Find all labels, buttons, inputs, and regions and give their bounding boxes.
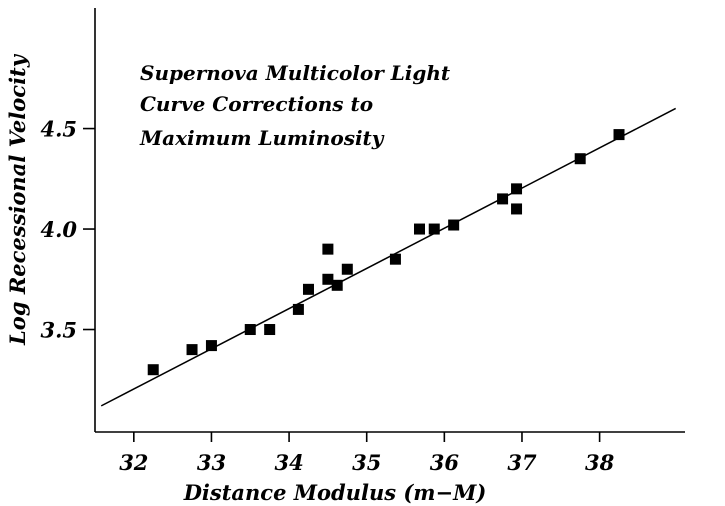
x-tick-label: 34 (274, 450, 303, 475)
data-point (613, 129, 625, 141)
annotation-line-2: Curve Corrections to (140, 92, 373, 116)
data-point (322, 273, 334, 285)
y-axis-ticks: 3.5 4.0 4.5 (40, 117, 95, 343)
annotation-line-3: Maximum Luminosity (139, 126, 385, 150)
data-point (497, 193, 509, 205)
data-point (244, 324, 256, 336)
y-tick-label: 4.0 (40, 217, 77, 242)
x-tick-label: 33 (197, 450, 226, 475)
plot-frame (94, 8, 685, 433)
data-point (414, 223, 425, 235)
data-point (331, 279, 343, 291)
data-points (147, 129, 625, 376)
x-tick-label: 36 (430, 450, 460, 475)
data-point (292, 303, 304, 315)
data-point (147, 364, 159, 376)
x-tick-label: 35 (352, 450, 381, 475)
data-point (511, 183, 523, 195)
data-point (574, 153, 586, 165)
y-tick-label: 4.5 (40, 117, 77, 142)
data-point (186, 344, 198, 356)
data-point (341, 263, 353, 275)
x-axis-title: Distance Modulus (m−M) (183, 480, 487, 505)
data-point (511, 203, 523, 215)
data-point (389, 253, 401, 265)
data-point (205, 340, 217, 352)
y-tick-label: 3.5 (40, 318, 77, 343)
y-axis-title: Log Recessional Velocity (5, 53, 30, 346)
x-tick-label: 32 (119, 450, 148, 475)
data-point (302, 283, 314, 295)
x-tick-label: 38 (585, 450, 615, 475)
fit-line (100, 107, 677, 407)
data-point (322, 243, 334, 255)
data-point (264, 324, 276, 336)
annotation-line-1: Supernova Multicolor Light (140, 61, 451, 85)
x-axis-ticks: 32 33 34 35 36 37 38 (119, 432, 615, 475)
data-point (448, 219, 460, 231)
data-point (428, 223, 440, 235)
x-tick-label: 37 (507, 450, 537, 475)
